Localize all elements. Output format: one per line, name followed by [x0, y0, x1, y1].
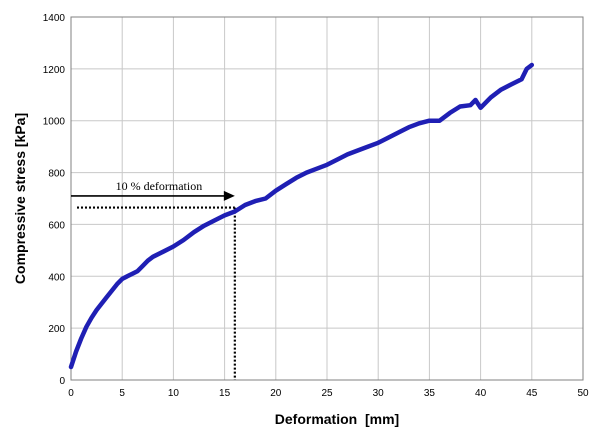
- y-axis-label: Compressive stress [kPa]: [12, 113, 28, 284]
- y-tick-label: 400: [48, 272, 65, 283]
- series-line: [68, 62, 535, 370]
- plot-frame: [70, 16, 584, 381]
- x-axis-label: Deformation [mm]: [275, 411, 399, 427]
- y-tick-label: 200: [48, 324, 65, 335]
- x-tick-label: 40: [475, 388, 487, 399]
- deformation-annotation: 10 % deformation: [71, 179, 236, 380]
- x-tick-label: 50: [577, 388, 589, 399]
- x-tick-labels: 0 5 10 15 20 25 30 35 40 45 50: [68, 388, 589, 399]
- arrow-head: [223, 190, 235, 201]
- grid-lines: [71, 17, 583, 380]
- x-tick-label: 30: [373, 388, 385, 399]
- y-tick-labels: 0 200 400 600 800 1000 1200 1400: [43, 13, 66, 387]
- y-tick-label: 1200: [43, 65, 66, 76]
- x-tick-label: 35: [424, 388, 436, 399]
- x-tick-label: 0: [68, 388, 74, 399]
- y-tick-label: 1400: [43, 13, 66, 24]
- x-tick-label: 25: [321, 388, 333, 399]
- x-tick-label: 20: [270, 388, 282, 399]
- y-tick-label: 800: [48, 169, 65, 180]
- x-tick-label: 10: [168, 388, 180, 399]
- y-tick-label: 0: [59, 376, 65, 387]
- y-tick-label: 600: [48, 220, 65, 231]
- x-tick-label: 15: [219, 388, 231, 399]
- x-tick-label: 5: [119, 388, 125, 399]
- y-tick-label: 1000: [43, 117, 66, 128]
- x-tick-label: 45: [526, 388, 538, 399]
- annotation-label: 10 % deformation: [116, 179, 203, 193]
